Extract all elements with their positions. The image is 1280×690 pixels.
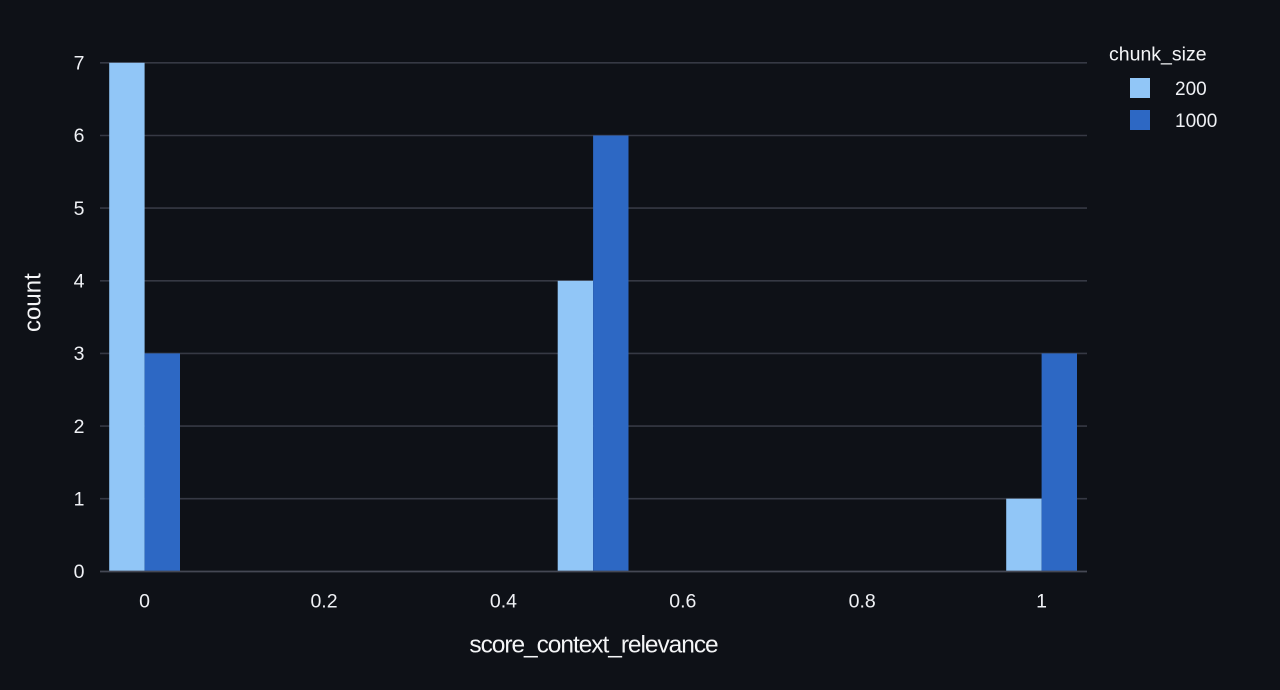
svg-text:0.8: 0.8	[849, 591, 876, 613]
svg-text:4: 4	[74, 271, 85, 293]
svg-text:chunk_size: chunk_size	[1109, 44, 1207, 66]
svg-text:7: 7	[74, 53, 85, 75]
svg-text:0: 0	[74, 561, 85, 583]
svg-text:score_context_relevance: score_context_relevance	[469, 632, 718, 659]
svg-text:0.6: 0.6	[669, 591, 696, 613]
svg-text:0: 0	[139, 591, 150, 613]
svg-text:1: 1	[1036, 591, 1047, 613]
svg-text:6: 6	[74, 125, 85, 147]
svg-text:3: 3	[74, 343, 85, 365]
svg-text:200: 200	[1175, 79, 1207, 100]
svg-text:2: 2	[74, 416, 85, 438]
svg-text:1: 1	[74, 488, 85, 510]
svg-text:0.2: 0.2	[310, 591, 337, 613]
svg-text:5: 5	[74, 198, 85, 220]
svg-text:0.4: 0.4	[490, 591, 517, 613]
svg-text:1000: 1000	[1175, 111, 1217, 132]
svg-text:count: count	[20, 273, 47, 332]
